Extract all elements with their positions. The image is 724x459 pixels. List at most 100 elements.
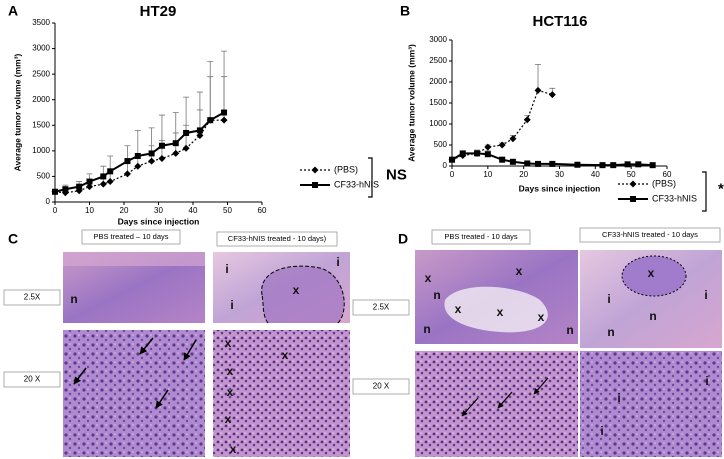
x-tick-label: 40: [189, 206, 198, 215]
data-point: [62, 186, 69, 193]
x-tick-label: 20: [120, 206, 129, 215]
image-annotation: n: [607, 325, 614, 339]
data-point: [134, 162, 142, 170]
x-tick-label: 60: [258, 206, 267, 215]
data-point: [124, 158, 131, 165]
data-point: [158, 142, 165, 149]
x-tick-label: 50: [627, 170, 636, 179]
panel-c-images: [63, 252, 350, 457]
x-tick-label: 20: [519, 170, 528, 179]
data-point: [172, 149, 180, 157]
legend-marker: [311, 166, 319, 174]
image-annotation: n: [70, 292, 77, 306]
error-bar: [221, 50, 228, 113]
image-annotation: x: [425, 271, 432, 285]
data-point: [148, 150, 155, 157]
image-annotation: x: [227, 385, 234, 399]
data-point: [123, 170, 131, 178]
data-point: [509, 135, 517, 143]
data-point: [599, 162, 606, 169]
legend-label: (PBS): [334, 164, 358, 174]
error-bar: [535, 63, 541, 91]
data-point: [484, 151, 491, 158]
y-tick-label: 3500: [32, 18, 50, 27]
y-tick-label: 500: [37, 172, 51, 181]
image-annotation: x: [225, 412, 232, 426]
x-tick-label: 0: [53, 206, 58, 215]
image-annotation: x: [648, 266, 655, 280]
panel-d-images: [415, 250, 722, 457]
data-point: [158, 155, 166, 163]
image-header: CF33-hNIS treated - 10 days): [228, 234, 327, 243]
error-bar: [172, 112, 179, 144]
magnification-label: 20 X: [373, 382, 390, 391]
error-bar: [183, 96, 190, 133]
chart-title: HCT116: [532, 13, 587, 30]
data-point: [484, 143, 492, 151]
arrow: [497, 391, 513, 409]
magnification-box: [352, 299, 410, 316]
image-annotation: i: [336, 255, 339, 269]
data-point: [183, 129, 190, 136]
image-annotation: x: [282, 348, 289, 362]
data-point: [182, 144, 190, 152]
data-point: [635, 161, 642, 168]
y-tick-label: 0: [46, 197, 51, 206]
image-header: PBS treated - 10 days: [444, 232, 518, 241]
data-point: [86, 178, 93, 185]
y-tick-label: 2000: [429, 77, 447, 86]
y-tick-label: 1500: [32, 120, 50, 129]
data-point: [523, 116, 531, 124]
error-bar: [196, 91, 203, 131]
y-axis-title: Average tumor volume (mm³): [406, 44, 416, 162]
data-point: [524, 160, 531, 167]
y-tick-label: 3000: [429, 35, 447, 44]
data-point: [196, 127, 203, 134]
image-annotation: i: [607, 292, 610, 306]
tumor-region: [261, 266, 345, 323]
panel-label: A: [8, 3, 18, 19]
image-annotation: x: [230, 442, 237, 456]
panel-label: D: [398, 231, 408, 247]
chart-title: HT29: [140, 3, 177, 20]
data-point: [134, 152, 141, 159]
legend-marker: [630, 196, 636, 202]
x-tick-label: 30: [555, 170, 564, 179]
region-outline: [261, 265, 345, 324]
legend-label: CF33-hNIS: [334, 179, 379, 189]
data-point: [535, 160, 541, 167]
histology-image: [63, 330, 205, 457]
magnification-box: [352, 378, 410, 395]
error-bar: [207, 60, 214, 121]
x-tick-label: 0: [450, 170, 455, 179]
data-point: [76, 183, 83, 190]
data-point: [459, 150, 466, 157]
x-axis-title: Days since injection: [519, 183, 601, 193]
y-tick-label: 3000: [32, 44, 50, 53]
data-point: [99, 180, 107, 188]
y-tick-label: 2500: [429, 56, 447, 65]
image-annotation: i: [225, 262, 228, 276]
error-bar: [148, 127, 155, 154]
data-point: [498, 141, 506, 149]
histology-image: [580, 351, 722, 457]
image-annotation: x: [497, 305, 504, 319]
image-annotation: i: [600, 424, 603, 438]
data-point: [107, 168, 114, 175]
data-point: [610, 162, 617, 169]
data-point: [220, 116, 228, 124]
data-point: [624, 161, 631, 168]
magnification-box: [3, 371, 61, 388]
image-annotation: i: [230, 298, 233, 312]
data-point: [474, 150, 481, 157]
image-annotation: i: [617, 391, 620, 405]
y-tick-label: 1000: [429, 119, 447, 128]
magnification-label: 2.5X: [24, 293, 41, 302]
x-tick-label: 50: [223, 206, 232, 215]
data-point: [221, 109, 228, 116]
significance-label: *: [718, 180, 724, 197]
data-point: [106, 178, 114, 186]
data-point: [574, 161, 581, 168]
image-annotation: x: [516, 264, 523, 278]
